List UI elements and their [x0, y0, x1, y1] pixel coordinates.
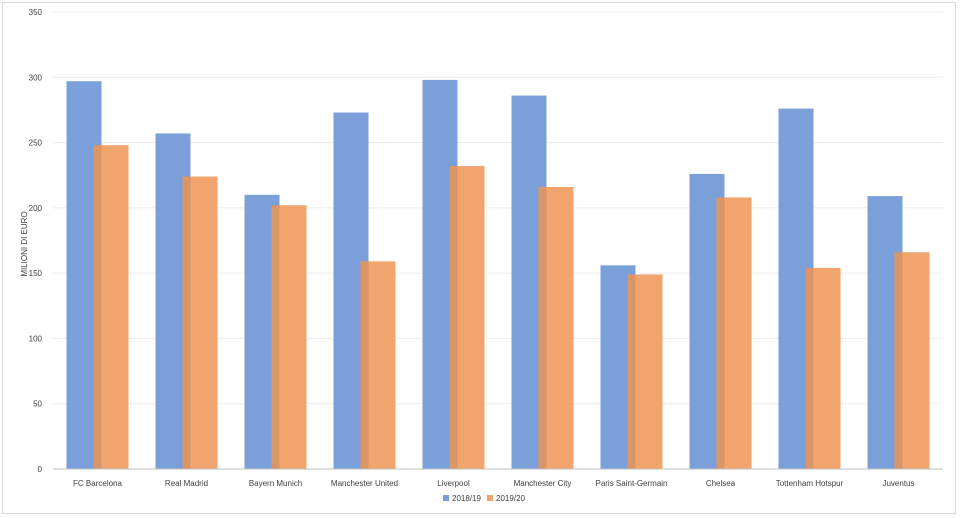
bar-overlap	[538, 186, 547, 470]
y-tick-label: 300	[29, 73, 43, 82]
bar-overlap	[182, 176, 191, 469]
bars	[66, 79, 930, 470]
y-tick-label: 200	[29, 204, 43, 213]
bar-overlap	[627, 274, 636, 469]
bar-overlap	[93, 145, 102, 469]
x-tick-label: Manchester United	[331, 479, 398, 488]
x-tick-label: Real Madrid	[165, 479, 208, 488]
y-tick-label: 50	[33, 400, 42, 409]
x-tick-label: Liverpool	[437, 479, 470, 488]
bar-overlap	[360, 261, 369, 469]
x-tick-label: Manchester City	[514, 479, 572, 488]
bar-overlap	[449, 166, 458, 469]
bar-chart: 0 50 100 150 200 250 300 350 FC Barcelona Real Ma…	[20, 8, 943, 503]
y-tick-label: 100	[29, 334, 43, 343]
legend-label: 2019/20	[496, 494, 525, 503]
y-tick-label: 0	[38, 465, 43, 474]
x-tick-label: Tottenham Hotspur	[776, 479, 844, 488]
legend-swatch	[443, 495, 449, 501]
legend-swatch	[487, 495, 493, 501]
bar-overlap	[805, 267, 814, 469]
x-tick-label: FC Barcelona	[73, 479, 122, 488]
legend-label: 2018/19	[452, 494, 481, 503]
axes: 0 50 100 150 200 250 300 350 FC Barcelona Real Ma…	[29, 8, 943, 488]
y-tick-label: 350	[29, 8, 43, 17]
bar-overlap	[894, 252, 903, 469]
bar-overlap	[716, 197, 725, 469]
y-tick-label: 150	[29, 269, 43, 278]
x-tick-label: Chelsea	[706, 479, 736, 488]
x-tick-label: Bayern Munich	[249, 479, 302, 488]
x-tick-label: Juventus	[882, 479, 914, 488]
y-axis-title: MILIONI DI EURO	[20, 211, 29, 276]
y-tick-label: 250	[29, 139, 43, 148]
legend: 2018/19 2019/20	[443, 494, 525, 503]
x-tick-label: Paris Saint-Germain	[595, 479, 667, 488]
bar-overlap	[271, 205, 280, 469]
